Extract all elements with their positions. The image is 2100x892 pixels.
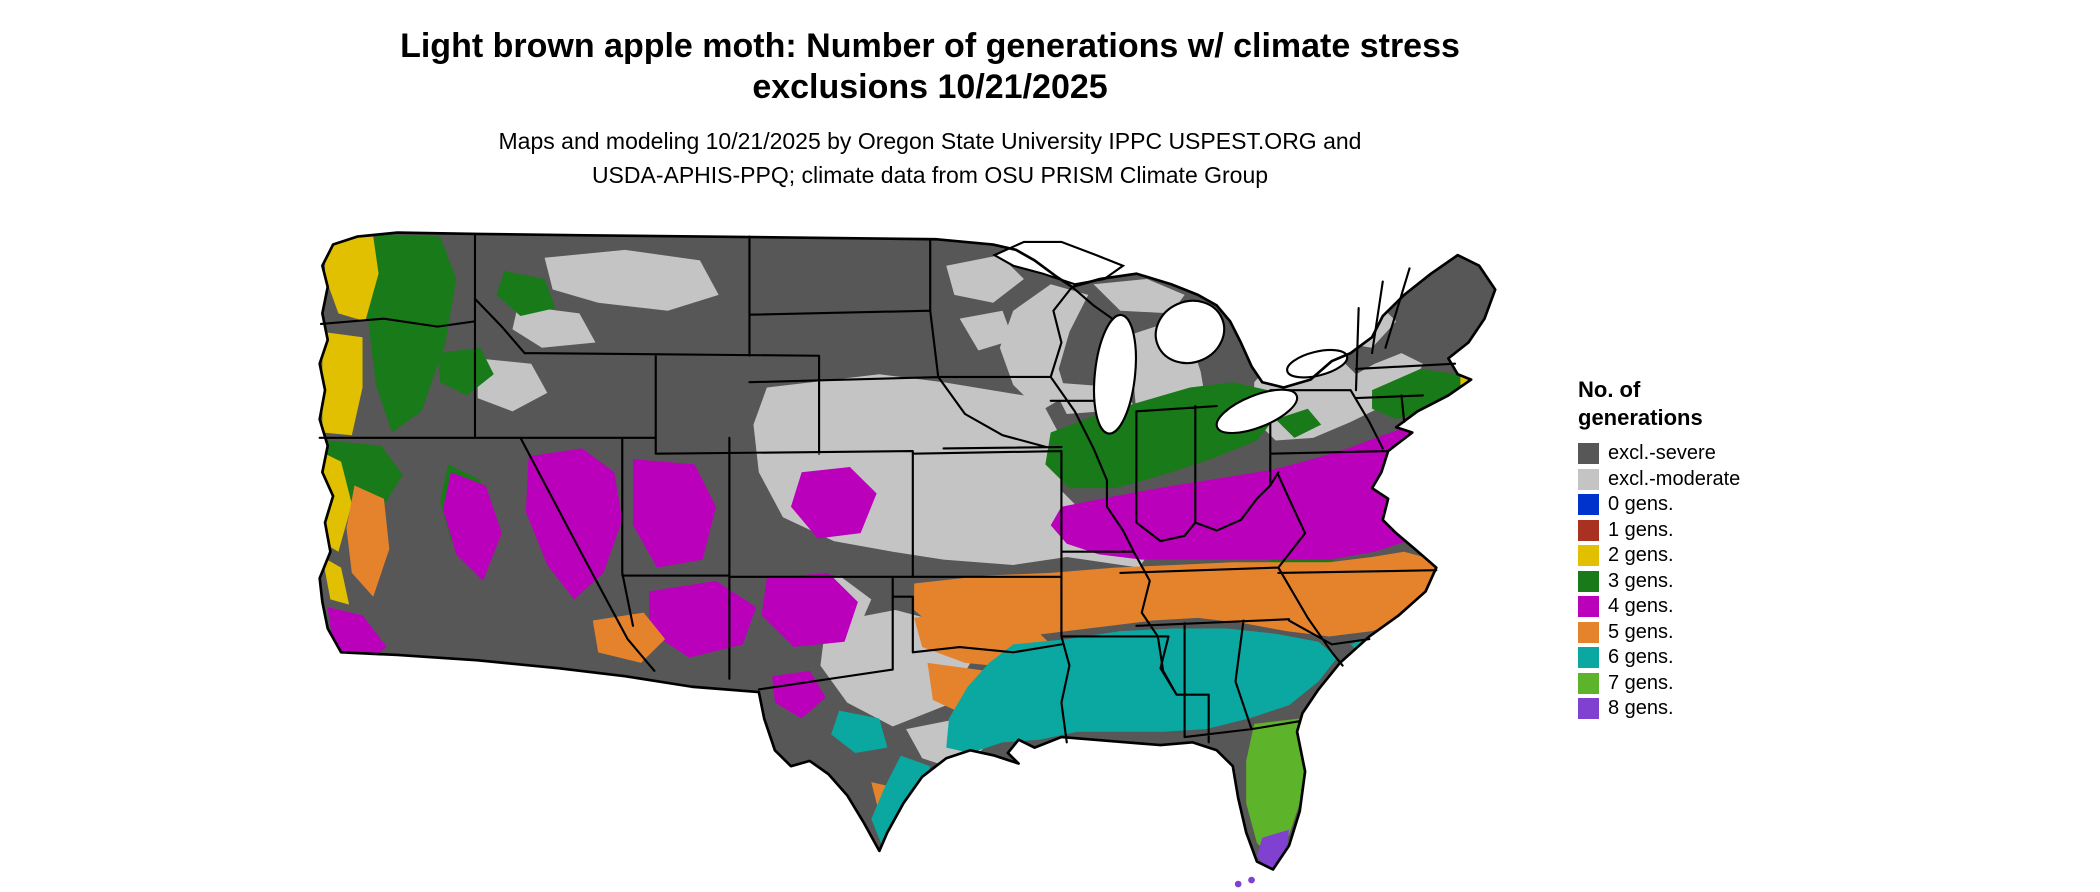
map-region-keys-2 — [1234, 880, 1242, 888]
lake-huron — [1154, 299, 1226, 365]
legend-label: excl.-severe — [1608, 442, 1716, 465]
page-title-line2: exclusions 10/21/2025 — [752, 68, 1108, 106]
legend-swatch — [1578, 698, 1599, 720]
lake-ontario — [1286, 348, 1349, 379]
great-lakes — [992, 240, 1349, 435]
page-subtitle-line2: USDA-APHIS-PPQ; climate data from OSU PR… — [591, 162, 1269, 188]
lake-erie — [1215, 388, 1299, 435]
map-region-midwest-band — [1045, 382, 1279, 489]
map-region-keys-1 — [1248, 876, 1255, 884]
legend-item: 3 gens. — [1578, 569, 1828, 595]
legend-item: 2 gens. — [1578, 543, 1828, 569]
legend: No. of generations excl.-severe excl.-mo… — [1578, 376, 1828, 722]
map-region-upper-michigan — [1093, 278, 1185, 314]
legend-label: 1 gens. — [1608, 518, 1674, 541]
map-region-florida-peninsula — [1246, 718, 1308, 859]
legend-label: 3 gens. — [1608, 569, 1674, 592]
legend-item: excl.-moderate — [1578, 467, 1828, 493]
page-subtitle: Maps and modeling 10/21/2025 by Oregon S… — [0, 124, 1860, 192]
legend-item: excl.-severe — [1578, 441, 1828, 467]
legend-swatch — [1578, 672, 1599, 694]
page-subtitle-line1: Maps and modeling 10/21/2025 by Oregon S… — [498, 128, 1362, 154]
legend-item: 6 gens. — [1578, 645, 1828, 671]
map-region-idaho — [477, 358, 548, 412]
legend-item: 0 gens. — [1578, 492, 1828, 518]
map-regions-2gens — [319, 236, 1477, 605]
map-regions-4gens — [327, 424, 1437, 719]
legend-title: No. of generations — [1578, 376, 1828, 432]
map-region-sw-texas — [831, 710, 888, 753]
legend-swatch — [1578, 545, 1599, 567]
map-region-w-texas-mtns — [772, 670, 826, 719]
florida-keys — [1234, 876, 1255, 888]
map-region-nevada — [525, 448, 623, 600]
map-region-new-england-coast — [1372, 368, 1469, 420]
legend-item: 5 gens. — [1578, 620, 1828, 646]
legend-swatch — [1578, 596, 1599, 618]
map-region-w-pennsylvania — [1275, 408, 1322, 438]
map-region-colorado-mtns — [790, 466, 877, 539]
map-region-sw-arizona — [592, 612, 666, 663]
lake-michigan — [1092, 313, 1137, 435]
legend-swatch — [1578, 494, 1599, 516]
legend-swatch — [1578, 570, 1599, 592]
legend-swatch — [1578, 621, 1599, 643]
map-region-wisconsin — [999, 284, 1089, 412]
map-region-ne-oregon — [437, 347, 494, 396]
page-title-line1: Light brown apple moth: Number of genera… — [400, 27, 1460, 65]
legend-item: 7 gens. — [1578, 671, 1828, 697]
legend-swatch — [1578, 519, 1599, 541]
map-region-w-montana — [496, 271, 556, 317]
map-region-w-washington — [325, 236, 379, 322]
legend-title-line2: generations — [1578, 405, 1703, 430]
legend-swatch — [1578, 647, 1599, 669]
map-fill-regions — [319, 232, 1496, 870]
map-region-gulf-band — [946, 628, 1338, 753]
map-region-ca-coast-central — [322, 557, 350, 605]
map-region-sierra-nevada — [442, 472, 502, 581]
legend-label: 8 gens. — [1608, 697, 1674, 720]
map-regions-7gens — [1246, 718, 1308, 859]
legend-label: 4 gens. — [1608, 595, 1674, 618]
legend-label: 6 gens. — [1608, 646, 1674, 669]
page-title: Light brown apple moth: Number of genera… — [0, 26, 1860, 108]
map-region-socal-coast — [327, 607, 387, 666]
map-region-montana-1 — [544, 249, 719, 311]
legend-label: 2 gens. — [1608, 544, 1674, 567]
lake-superior — [992, 240, 1126, 286]
us-outline — [318, 231, 1497, 871]
map-region-minnesota-1 — [946, 255, 1024, 303]
legend-title-line1: No. of — [1578, 377, 1641, 402]
map-region-utah — [632, 459, 716, 568]
map-region-ca-central-valley — [346, 485, 390, 597]
map-region-southern-band — [914, 551, 1437, 642]
legend-item: 8 gens. — [1578, 696, 1828, 722]
legend-label: 7 gens. — [1608, 671, 1674, 694]
legend-swatch — [1578, 443, 1599, 465]
map-region-new-mexico-mtns — [761, 572, 858, 648]
map-region-s-texas-coast — [871, 755, 931, 846]
map-regions-6gens — [831, 628, 1389, 846]
us-map — [318, 231, 1497, 888]
map-region-wa-cascades — [365, 233, 457, 433]
map-region-minnesota-2 — [959, 310, 1014, 351]
legend-item: 4 gens. — [1578, 594, 1828, 620]
legend-swatch — [1578, 468, 1599, 490]
legend-label: 0 gens. — [1608, 493, 1674, 516]
map-region-montana-2 — [512, 305, 596, 348]
map-region-w-oregon — [322, 331, 363, 436]
legend-label: 5 gens. — [1608, 620, 1674, 643]
legend-label: excl.-moderate — [1608, 467, 1741, 490]
legend-item: 1 gens. — [1578, 518, 1828, 544]
map-region-midsouth-band — [1050, 424, 1437, 560]
